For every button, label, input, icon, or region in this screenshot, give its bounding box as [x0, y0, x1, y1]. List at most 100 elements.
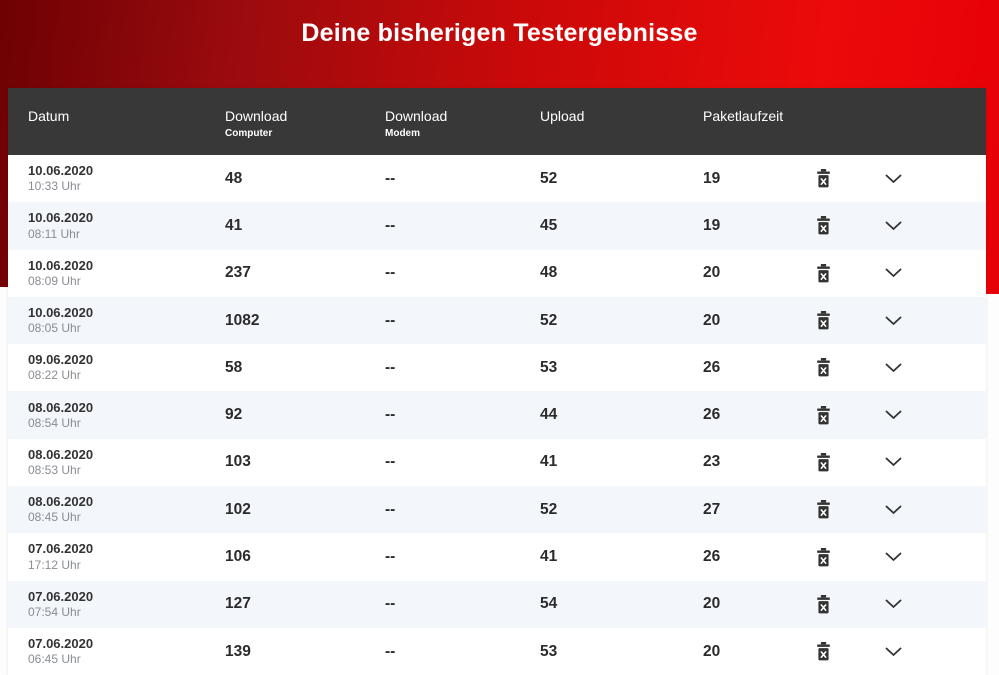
paketlaufzeit-value: 20 [703, 642, 721, 660]
date-cell: 10.06.2020 08:09 Uhr [8, 258, 225, 289]
upload-value: 48 [540, 264, 558, 282]
time-text: 17:12 Uhr [28, 557, 81, 572]
column-label: Upload [540, 108, 585, 124]
column-header-datum: Datum [8, 108, 225, 128]
chevron-down-icon [885, 363, 902, 373]
column-header-download-computer: Download Computer [225, 108, 385, 139]
expand-row-button[interactable] [848, 344, 938, 391]
download-computer-value: 127 [225, 595, 251, 613]
expand-row-button[interactable] [848, 155, 938, 202]
time-text: 08:53 Uhr [28, 463, 81, 478]
date-text: 10.06.2020 [28, 163, 94, 179]
delete-result-button[interactable] [798, 486, 848, 533]
expand-row-button[interactable] [848, 486, 938, 533]
chevron-down-icon [885, 410, 902, 420]
delete-result-button[interactable] [798, 297, 848, 344]
time-text: 08:22 Uhr [28, 368, 81, 383]
column-header-download-modem: Download Modem [385, 108, 540, 140]
column-sublabel: Modem [385, 128, 420, 140]
delete-result-button[interactable] [798, 533, 848, 580]
trash-with-x-icon [815, 405, 832, 425]
column-label: Download [385, 108, 448, 124]
upload-value: 52 [540, 311, 558, 329]
delete-result-button[interactable] [798, 391, 848, 438]
expand-row-button[interactable] [848, 581, 938, 628]
delete-result-button[interactable] [798, 581, 848, 628]
date-text: 10.06.2020 [28, 257, 94, 273]
delete-result-button[interactable] [798, 439, 848, 486]
trash-with-x-icon [815, 547, 832, 567]
trash-with-x-icon [815, 358, 832, 377]
download-modem-value: -- [385, 216, 396, 234]
download-computer-value: 41 [225, 216, 243, 234]
paketlaufzeit-value: 27 [703, 500, 721, 518]
date-cell: 10.06.2020 10:33 Uhr [8, 163, 225, 194]
time-text: 08:05 Uhr [28, 321, 81, 336]
download-modem-value: -- [385, 642, 396, 660]
date-text: 07.06.2020 [28, 541, 94, 557]
result-row: 08.06.2020 08:53 Uhr 103 -- 41 23 [8, 438, 986, 487]
download-computer-value: 48 [225, 169, 243, 187]
delete-result-button[interactable] [798, 202, 848, 249]
column-label: Datum [28, 108, 70, 124]
expand-row-button[interactable] [848, 297, 938, 344]
chevron-down-icon [885, 599, 902, 609]
column-label: Download [225, 108, 288, 124]
date-cell: 07.06.2020 17:12 Uhr [8, 541, 225, 572]
date-text: 08.06.2020 [28, 494, 94, 510]
date-text: 07.06.2020 [28, 635, 94, 651]
time-text: 10:33 Uhr [28, 179, 81, 194]
delete-result-button[interactable] [798, 250, 848, 297]
paketlaufzeit-value: 19 [703, 216, 721, 234]
upload-value: 52 [540, 500, 558, 518]
paketlaufzeit-value: 26 [703, 358, 721, 376]
download-modem-value: -- [385, 264, 396, 282]
download-computer-value: 139 [225, 642, 251, 660]
download-computer-value: 103 [225, 453, 251, 471]
result-row: 10.06.2020 10:33 Uhr 48 -- 52 19 [8, 155, 986, 203]
download-computer-value: 1082 [225, 311, 260, 329]
date-cell: 07.06.2020 07:54 Uhr [8, 589, 225, 620]
expand-row-button[interactable] [848, 391, 938, 438]
trash-with-x-icon [815, 594, 832, 614]
result-row: 08.06.2020 08:54 Uhr 92 -- 44 26 [8, 391, 986, 439]
trash-with-x-icon [815, 311, 832, 330]
expand-row-button[interactable] [848, 533, 938, 580]
download-modem-value: -- [385, 358, 396, 376]
paketlaufzeit-value: 20 [703, 264, 721, 282]
download-modem-value: -- [385, 169, 396, 187]
download-modem-value: -- [385, 595, 396, 613]
chevron-down-icon [885, 457, 902, 467]
expand-row-button[interactable] [848, 250, 938, 297]
upload-value: 41 [540, 453, 558, 471]
chevron-down-icon [885, 552, 902, 562]
date-text: 07.06.2020 [28, 588, 94, 604]
trash-with-x-icon [815, 500, 832, 519]
download-modem-value: -- [385, 453, 396, 471]
date-text: 08.06.2020 [28, 399, 94, 415]
time-text: 08:09 Uhr [28, 273, 81, 288]
paketlaufzeit-value: 26 [703, 406, 721, 424]
expand-row-button[interactable] [848, 439, 938, 486]
table-header-row: Datum Download Computer Download Modem U… [8, 88, 986, 155]
download-modem-value: -- [385, 311, 396, 329]
delete-result-button[interactable] [798, 628, 848, 675]
column-header-paketlaufzeit: Paketlaufzeit [703, 108, 798, 128]
expand-row-button[interactable] [848, 628, 938, 675]
download-computer-value: 237 [225, 264, 251, 282]
date-text: 10.06.2020 [28, 210, 94, 226]
trash-with-x-icon [815, 169, 832, 188]
result-row: 07.06.2020 07:54 Uhr 127 -- 54 20 [8, 580, 986, 628]
chevron-down-icon [885, 268, 902, 278]
date-cell: 08.06.2020 08:45 Uhr [8, 494, 225, 525]
paketlaufzeit-value: 20 [703, 311, 721, 329]
delete-result-button[interactable] [798, 344, 848, 391]
delete-result-button[interactable] [798, 155, 848, 202]
column-header-upload: Upload [540, 108, 703, 128]
table-body: 10.06.2020 10:33 Uhr 48 -- 52 19 [8, 155, 986, 675]
expand-row-button[interactable] [848, 202, 938, 249]
download-computer-value: 102 [225, 500, 251, 518]
time-text: 08:54 Uhr [28, 415, 81, 430]
paketlaufzeit-value: 23 [703, 453, 721, 471]
chevron-down-icon [885, 647, 902, 657]
